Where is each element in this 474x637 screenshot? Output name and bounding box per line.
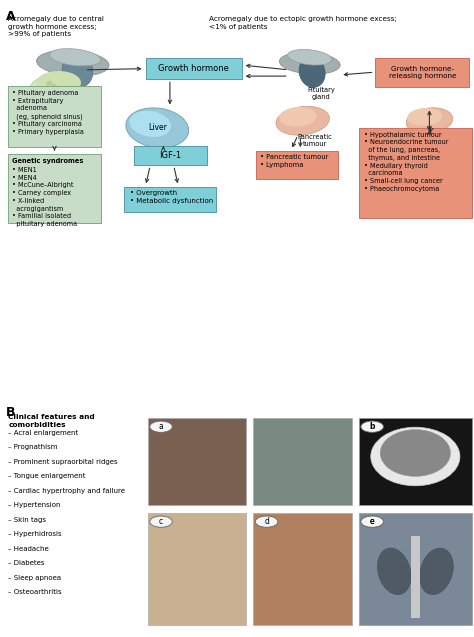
Circle shape [60,88,67,94]
Text: • Pancreatic tumour
• Lymphoma: • Pancreatic tumour • Lymphoma [261,154,329,168]
FancyBboxPatch shape [359,418,472,505]
Text: – Osteoarthritis: – Osteoarthritis [9,589,62,596]
Text: Clinical features and
comorbidities: Clinical features and comorbidities [9,414,95,428]
Ellipse shape [62,54,93,88]
Ellipse shape [276,106,329,135]
Text: – Skin tags: – Skin tags [9,517,46,523]
Ellipse shape [380,429,450,476]
Circle shape [150,421,172,433]
Text: – Acral enlargement: – Acral enlargement [9,429,79,436]
FancyBboxPatch shape [134,147,207,165]
Text: e: e [370,517,374,526]
Ellipse shape [299,57,325,87]
Text: • Pituitary adenoma
• Extrapituitary
  adenoma
  (eg, sphenoid sinus)
• Pituitar: • Pituitary adenoma • Extrapituitary ade… [12,90,84,135]
FancyBboxPatch shape [375,59,469,87]
FancyBboxPatch shape [254,418,352,505]
FancyBboxPatch shape [148,513,246,626]
Circle shape [361,516,383,527]
Text: • Hypothalamic tumour
• Neuroendocrine tumour
  of the lung, pancreas,
  thymus,: • Hypothalamic tumour • Neuroendocrine t… [364,132,448,192]
Ellipse shape [406,108,453,134]
Ellipse shape [50,48,100,66]
Text: Genetic syndromes: Genetic syndromes [12,158,83,164]
Circle shape [361,421,383,433]
Ellipse shape [126,108,189,148]
Text: IGF-1: IGF-1 [159,151,181,160]
Ellipse shape [377,548,411,595]
Text: • Overgrowth
• Metabolic dysfunction: • Overgrowth • Metabolic dysfunction [130,190,213,204]
Text: – Hyperhidrosis: – Hyperhidrosis [9,531,62,537]
Text: – Hypertension: – Hypertension [9,502,61,508]
Ellipse shape [279,107,317,127]
FancyBboxPatch shape [359,513,472,626]
FancyBboxPatch shape [148,418,246,505]
Text: Growth hormone-
releasing hormone: Growth hormone- releasing hormone [389,66,456,80]
Text: Acromegaly due to central
growth hormone excess;
>99% of patients: Acromegaly due to central growth hormone… [9,16,104,37]
Text: Growth hormone: Growth hormone [158,64,229,73]
Text: a: a [159,422,164,431]
FancyBboxPatch shape [8,154,101,222]
Text: – Cardiac hypertrophy and failure: – Cardiac hypertrophy and failure [9,488,126,494]
Text: d: d [264,517,269,526]
Text: – Prognathism: – Prognathism [9,444,58,450]
FancyBboxPatch shape [256,150,338,179]
Text: • MEN1
• MEN4
• McCune–Albright
• Carney complex
• X-linked
  acrogigantism
• Fa: • MEN1 • MEN4 • McCune–Albright • Carney… [12,167,77,227]
Text: b: b [369,422,375,431]
Text: – Tongue enlargement: – Tongue enlargement [9,473,86,479]
Text: – Sleep apnoea: – Sleep apnoea [9,575,62,581]
FancyBboxPatch shape [8,86,101,147]
Text: e: e [370,517,374,526]
Ellipse shape [29,75,79,106]
Text: Pituitary
gland: Pituitary gland [308,87,336,99]
FancyBboxPatch shape [146,59,242,79]
Text: c: c [159,517,163,526]
FancyBboxPatch shape [254,513,352,626]
Circle shape [41,88,48,94]
Text: Liver: Liver [148,124,167,132]
Circle shape [46,81,53,86]
Text: Pancreatic
tumour: Pancreatic tumour [297,134,332,147]
Ellipse shape [36,50,109,76]
Ellipse shape [279,52,340,74]
Circle shape [51,92,57,97]
Ellipse shape [288,50,332,65]
FancyBboxPatch shape [359,513,472,626]
Circle shape [150,516,172,527]
Circle shape [51,84,57,89]
Text: – Diabetes: – Diabetes [9,561,45,566]
Text: – Headache: – Headache [9,546,49,552]
Text: A: A [6,10,15,22]
Ellipse shape [129,111,171,137]
Text: – Prominent supraorbital ridges: – Prominent supraorbital ridges [9,459,118,464]
FancyBboxPatch shape [410,536,420,619]
Circle shape [56,94,63,99]
Text: Acromegaly due to ectopic growth hormone excess;
<1% of patients: Acromegaly due to ectopic growth hormone… [209,16,397,30]
Circle shape [255,516,278,527]
FancyBboxPatch shape [359,418,472,505]
Ellipse shape [36,71,81,94]
Ellipse shape [407,108,442,125]
Text: B: B [6,406,15,419]
FancyBboxPatch shape [124,187,216,212]
Ellipse shape [419,548,453,595]
Text: Pituitary
adenoma: Pituitary adenoma [66,103,98,115]
FancyBboxPatch shape [359,128,472,218]
Circle shape [361,516,383,527]
Ellipse shape [371,427,460,486]
